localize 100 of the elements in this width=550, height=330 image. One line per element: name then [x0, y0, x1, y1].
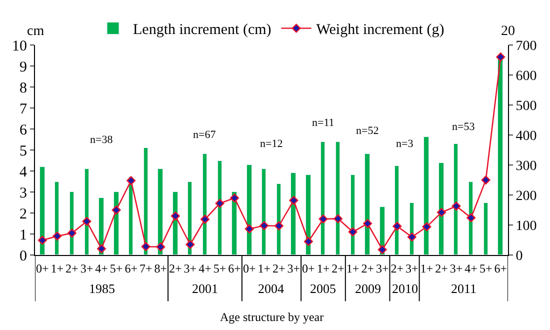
bar: [84, 168, 89, 255]
annotation: n=67: [193, 129, 216, 141]
y2-tick-label: 500: [516, 98, 537, 114]
bar: [54, 182, 59, 255]
point: [334, 214, 343, 224]
x-tick-label: 3+: [287, 261, 300, 276]
point: [38, 236, 47, 245]
annotation: n=11: [312, 117, 334, 129]
y-tick-label: 1: [20, 227, 27, 244]
legend-label: Length increment (cm): [133, 22, 272, 38]
x-tick-label: 2+: [66, 261, 79, 276]
point: [304, 237, 313, 246]
point: [52, 232, 62, 241]
y-tick-label: 7: [20, 101, 28, 118]
bar: [218, 160, 222, 255]
point: [200, 214, 210, 224]
y-tick-label: 2: [20, 206, 27, 222]
point: [156, 242, 166, 252]
annotation: n=52: [356, 125, 379, 137]
point: [186, 240, 195, 249]
x-tick-label: 0+: [36, 261, 49, 276]
annotation: n=3: [396, 138, 414, 150]
x-tick-label: 0+: [242, 261, 256, 276]
point: [82, 216, 92, 226]
point: [407, 232, 416, 242]
text: 2005: [310, 281, 336, 296]
bar: [336, 142, 340, 255]
x-tick-label: 4+: [95, 261, 108, 276]
x-tick-label: 7+: [139, 261, 152, 276]
point: [244, 224, 254, 234]
point: [496, 52, 506, 62]
y2-axis-title: 20: [501, 24, 515, 39]
x-tick-label: 1+: [420, 261, 434, 276]
bar: [202, 154, 207, 255]
x-tick-label: 2+: [361, 261, 374, 276]
point: [348, 227, 358, 236]
text: 2010: [392, 281, 418, 296]
x-tick-label: 2+: [332, 261, 345, 276]
bar: [320, 142, 325, 255]
bar: [424, 136, 429, 255]
y-tick-label: 6: [20, 122, 28, 138]
y-axis-title: cm: [27, 24, 44, 39]
bar: [394, 166, 399, 255]
text: 2001: [192, 281, 218, 296]
point: [126, 176, 136, 186]
x-tick-label: 8+: [154, 261, 168, 276]
point: [141, 242, 150, 252]
x-tick-label: 6+: [124, 261, 138, 276]
x-tick-label: 1+: [258, 261, 271, 276]
point: [318, 214, 328, 224]
point: [481, 176, 490, 184]
point: [97, 244, 106, 254]
bar: [454, 144, 458, 255]
bar: [498, 58, 503, 255]
point: [215, 198, 224, 208]
bar: [144, 148, 148, 255]
x-tick-label: 3+: [184, 261, 197, 276]
bar: [364, 154, 370, 255]
x-tick-label: 2+: [435, 261, 448, 276]
y-tick-label: 0: [20, 248, 27, 264]
x-tick-label: 2+: [390, 261, 404, 276]
x-tick-label: 4+: [198, 261, 212, 276]
y2-tick-label: 0: [516, 248, 523, 264]
x-tick-label: 5+: [110, 261, 123, 276]
point: [230, 194, 240, 202]
y-tick-label: 4: [20, 164, 28, 180]
bar: [262, 168, 266, 255]
y2-tick-label: 300: [516, 158, 537, 174]
y2-tick-label: 700: [516, 38, 537, 54]
point: [436, 208, 446, 217]
point: [170, 212, 180, 220]
point: [378, 245, 387, 254]
text: 2009: [355, 281, 381, 296]
y-tick-label: 5: [20, 143, 27, 160]
x-tick-label: 3+: [450, 261, 463, 276]
y-tick-label: 9: [20, 59, 27, 76]
x-tick-label: 1+: [346, 261, 360, 276]
y2-tick-label: 600: [516, 68, 537, 84]
x-tick-label: 2+: [169, 261, 182, 276]
point: [289, 196, 298, 205]
x-axis-title: Age structure by year: [220, 310, 324, 324]
x-tick-label: 4+: [464, 261, 478, 276]
point: [363, 219, 372, 228]
y-tick-label: 10: [12, 38, 27, 54]
legend-label: Weight increment (g): [316, 22, 444, 38]
x-tick-label: 2+: [272, 261, 286, 276]
x-tick-label: 5+: [213, 261, 226, 276]
point: [392, 222, 402, 231]
text: 2004: [258, 281, 284, 296]
point: [466, 213, 476, 222]
point: [452, 202, 461, 211]
x-tick-label: 6+: [228, 261, 242, 276]
point: [422, 222, 432, 232]
y2-tick-label: 200: [516, 188, 537, 204]
text: 2011: [451, 281, 477, 296]
x-tick-label: 3+: [376, 261, 389, 276]
bar: [484, 202, 488, 255]
x-tick-label: 3+: [80, 261, 94, 276]
point: [274, 221, 284, 230]
x-tick-label: 0+: [302, 261, 316, 276]
